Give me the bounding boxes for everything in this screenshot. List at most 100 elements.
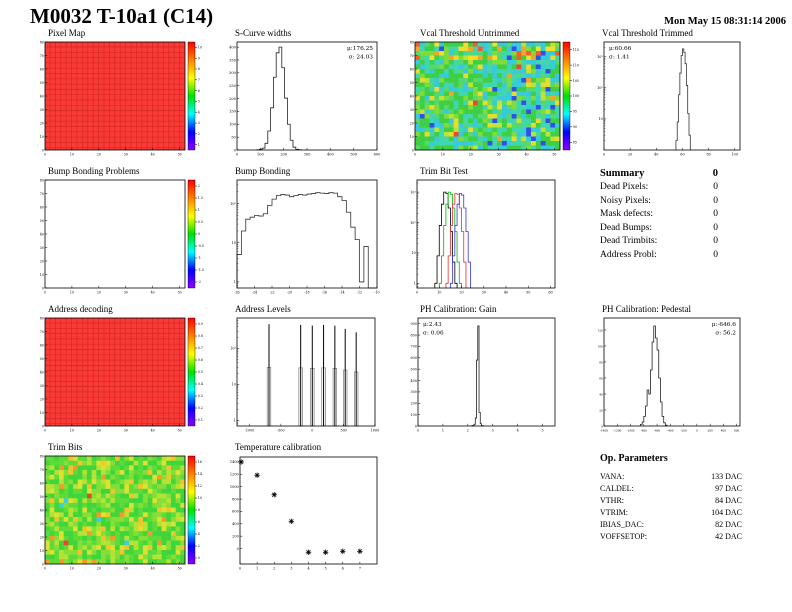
svg-text:0: 0 [696, 428, 698, 432]
svg-text:40: 40 [654, 152, 658, 156]
chart-title-trim-bits: Trim Bits [48, 442, 83, 452]
svg-text:100: 100 [573, 94, 579, 98]
panel-temperature-calibration: Temperature calibration 0 1 2 3 4 5 6 7 0 200 400 6… [225, 442, 385, 577]
vcal-trimmed-chart: 0 20 40 60 80 100 10 10² 10³ μ:60.66 σ: 1.41 [597, 41, 741, 156]
svg-text:0.5: 0.5 [198, 370, 203, 374]
svg-text:60: 60 [40, 343, 44, 347]
svg-text:0.1: 0.1 [198, 418, 203, 422]
summary-row: Dead Bumps: 0 [600, 222, 718, 236]
svg-text:50: 50 [231, 135, 235, 139]
svg-text:10: 10 [232, 241, 236, 245]
op-label: VOFFSETOP: [600, 532, 647, 541]
svg-text:10: 10 [70, 428, 74, 432]
svg-text:0: 0 [603, 152, 605, 156]
op-value: 104 DAC [711, 508, 742, 517]
svg-text:200: 200 [232, 534, 239, 538]
ph-pedestal-chart: -1400 -1200 -1000 -800 -600 -400 -200 0 200 400 60… [597, 317, 741, 432]
svg-text:10²: 10² [230, 202, 236, 206]
svg-text:0: 0 [44, 566, 46, 570]
svg-text:40: 40 [151, 290, 155, 294]
summary-value: 0 [713, 222, 718, 233]
svg-text:300: 300 [229, 71, 236, 75]
svg-text:-1000: -1000 [626, 428, 634, 432]
svg-text:10: 10 [437, 290, 441, 294]
svg-text:150: 150 [229, 110, 236, 114]
svg-text:-1.5: -1.5 [198, 268, 204, 272]
chart-title-temperature-calibration: Temperature calibration [235, 442, 322, 452]
svg-text:400: 400 [232, 522, 239, 526]
svg-text:1.5: 1.5 [198, 196, 203, 200]
svg-text:50: 50 [40, 357, 44, 361]
svg-text:0: 0 [42, 562, 44, 566]
svg-text:105: 105 [573, 79, 579, 83]
trim-bit-test-chart: 0 10 20 30 40 50 60 1 10 10² 10³ [410, 179, 556, 294]
op-parameter-row: VOFFSETOP: 42 DAC [600, 531, 742, 543]
svg-text:μ:176.25: μ:176.25 [347, 46, 373, 52]
svg-text:100: 100 [257, 152, 264, 156]
svg-text:40: 40 [40, 232, 44, 236]
svg-text:5: 5 [325, 566, 327, 570]
svg-text:30: 30 [40, 384, 44, 388]
svg-text:-500: -500 [277, 428, 284, 432]
svg-text:40: 40 [40, 370, 44, 374]
svg-text:0.6: 0.6 [198, 358, 203, 362]
svg-text:10: 10 [411, 251, 415, 255]
svg-text:800: 800 [232, 497, 239, 501]
svg-text:0.3: 0.3 [198, 394, 203, 398]
ph-gain-chart: 0 1 2 3 4 5 0 100 200 300 400 500 600 700 800 900 μ:2.43… [411, 317, 556, 432]
svg-text:-400: -400 [667, 428, 674, 432]
svg-text:10: 10 [198, 46, 202, 50]
svg-text:10: 10 [40, 273, 44, 277]
svg-text:10: 10 [40, 411, 44, 415]
svg-text:40: 40 [40, 508, 44, 512]
svg-text:20: 20 [40, 535, 44, 539]
svg-text:0: 0 [311, 428, 313, 432]
svg-text:110: 110 [573, 63, 579, 67]
bump-bonding-chart: -26 -24 -22 -20 -18 -16 -14 -12 -10 1 10 10² [230, 179, 380, 294]
svg-text:40: 40 [599, 392, 603, 396]
svg-text:20: 20 [40, 259, 44, 263]
svg-text:1: 1 [234, 280, 236, 284]
svg-text:30: 30 [482, 290, 486, 294]
op-parameter-row: CALDEL: 97 DAC [600, 483, 742, 495]
svg-text:6: 6 [198, 89, 200, 93]
svg-text:40: 40 [151, 152, 155, 156]
trim-bits-chart: 0 10 20 30 40 5001020304050607080161412108642… [40, 454, 202, 570]
svg-text:60: 60 [40, 67, 44, 71]
svg-text:20: 20 [97, 290, 101, 294]
svg-text:2: 2 [198, 132, 200, 136]
svg-text:7: 7 [359, 566, 361, 570]
svg-text:-2: -2 [198, 280, 201, 284]
svg-text:200: 200 [707, 428, 713, 432]
summary-title: Summary [600, 168, 645, 179]
svg-text:60: 60 [599, 376, 603, 380]
summary-total: 0 [712, 168, 718, 179]
svg-text:20: 20 [40, 121, 44, 125]
svg-text:20: 20 [410, 121, 414, 125]
svg-text:300: 300 [304, 152, 311, 156]
svg-text:700: 700 [411, 345, 417, 349]
svg-text:70: 70 [40, 54, 44, 58]
summary-label: Dead Trimbits: [600, 236, 658, 246]
op-value: 133 DAC [711, 472, 742, 481]
svg-text:50: 50 [40, 219, 44, 223]
panel-scurve-widths: S-Curve widths 0 100 200 300 400 500 600 0 50 100… [225, 28, 385, 163]
svg-text:12: 12 [198, 484, 202, 488]
chart-title-vcal-trimmed: Vcal Threshold Trimmed [602, 28, 693, 38]
svg-text:80: 80 [40, 316, 44, 320]
svg-text:2: 2 [467, 428, 469, 432]
svg-text:0: 0 [44, 290, 46, 294]
op-label: CALDEL: [600, 484, 634, 493]
svg-text:-16: -16 [322, 290, 327, 294]
svg-text:-10: -10 [374, 290, 379, 294]
svg-text:100: 100 [732, 152, 738, 156]
svg-text:30: 30 [410, 108, 414, 112]
svg-text:10: 10 [232, 383, 236, 387]
chart-title-vcal-untrimmed: Vcal Threshold Untrimmed [420, 28, 520, 38]
svg-text:85: 85 [573, 140, 577, 144]
svg-text:30: 30 [124, 152, 128, 156]
timestamp: Mon May 15 08:31:14 2006 [664, 16, 786, 27]
summary-value: 0 [713, 236, 718, 246]
svg-text:30: 30 [124, 428, 128, 432]
svg-text:10: 10 [40, 135, 44, 139]
